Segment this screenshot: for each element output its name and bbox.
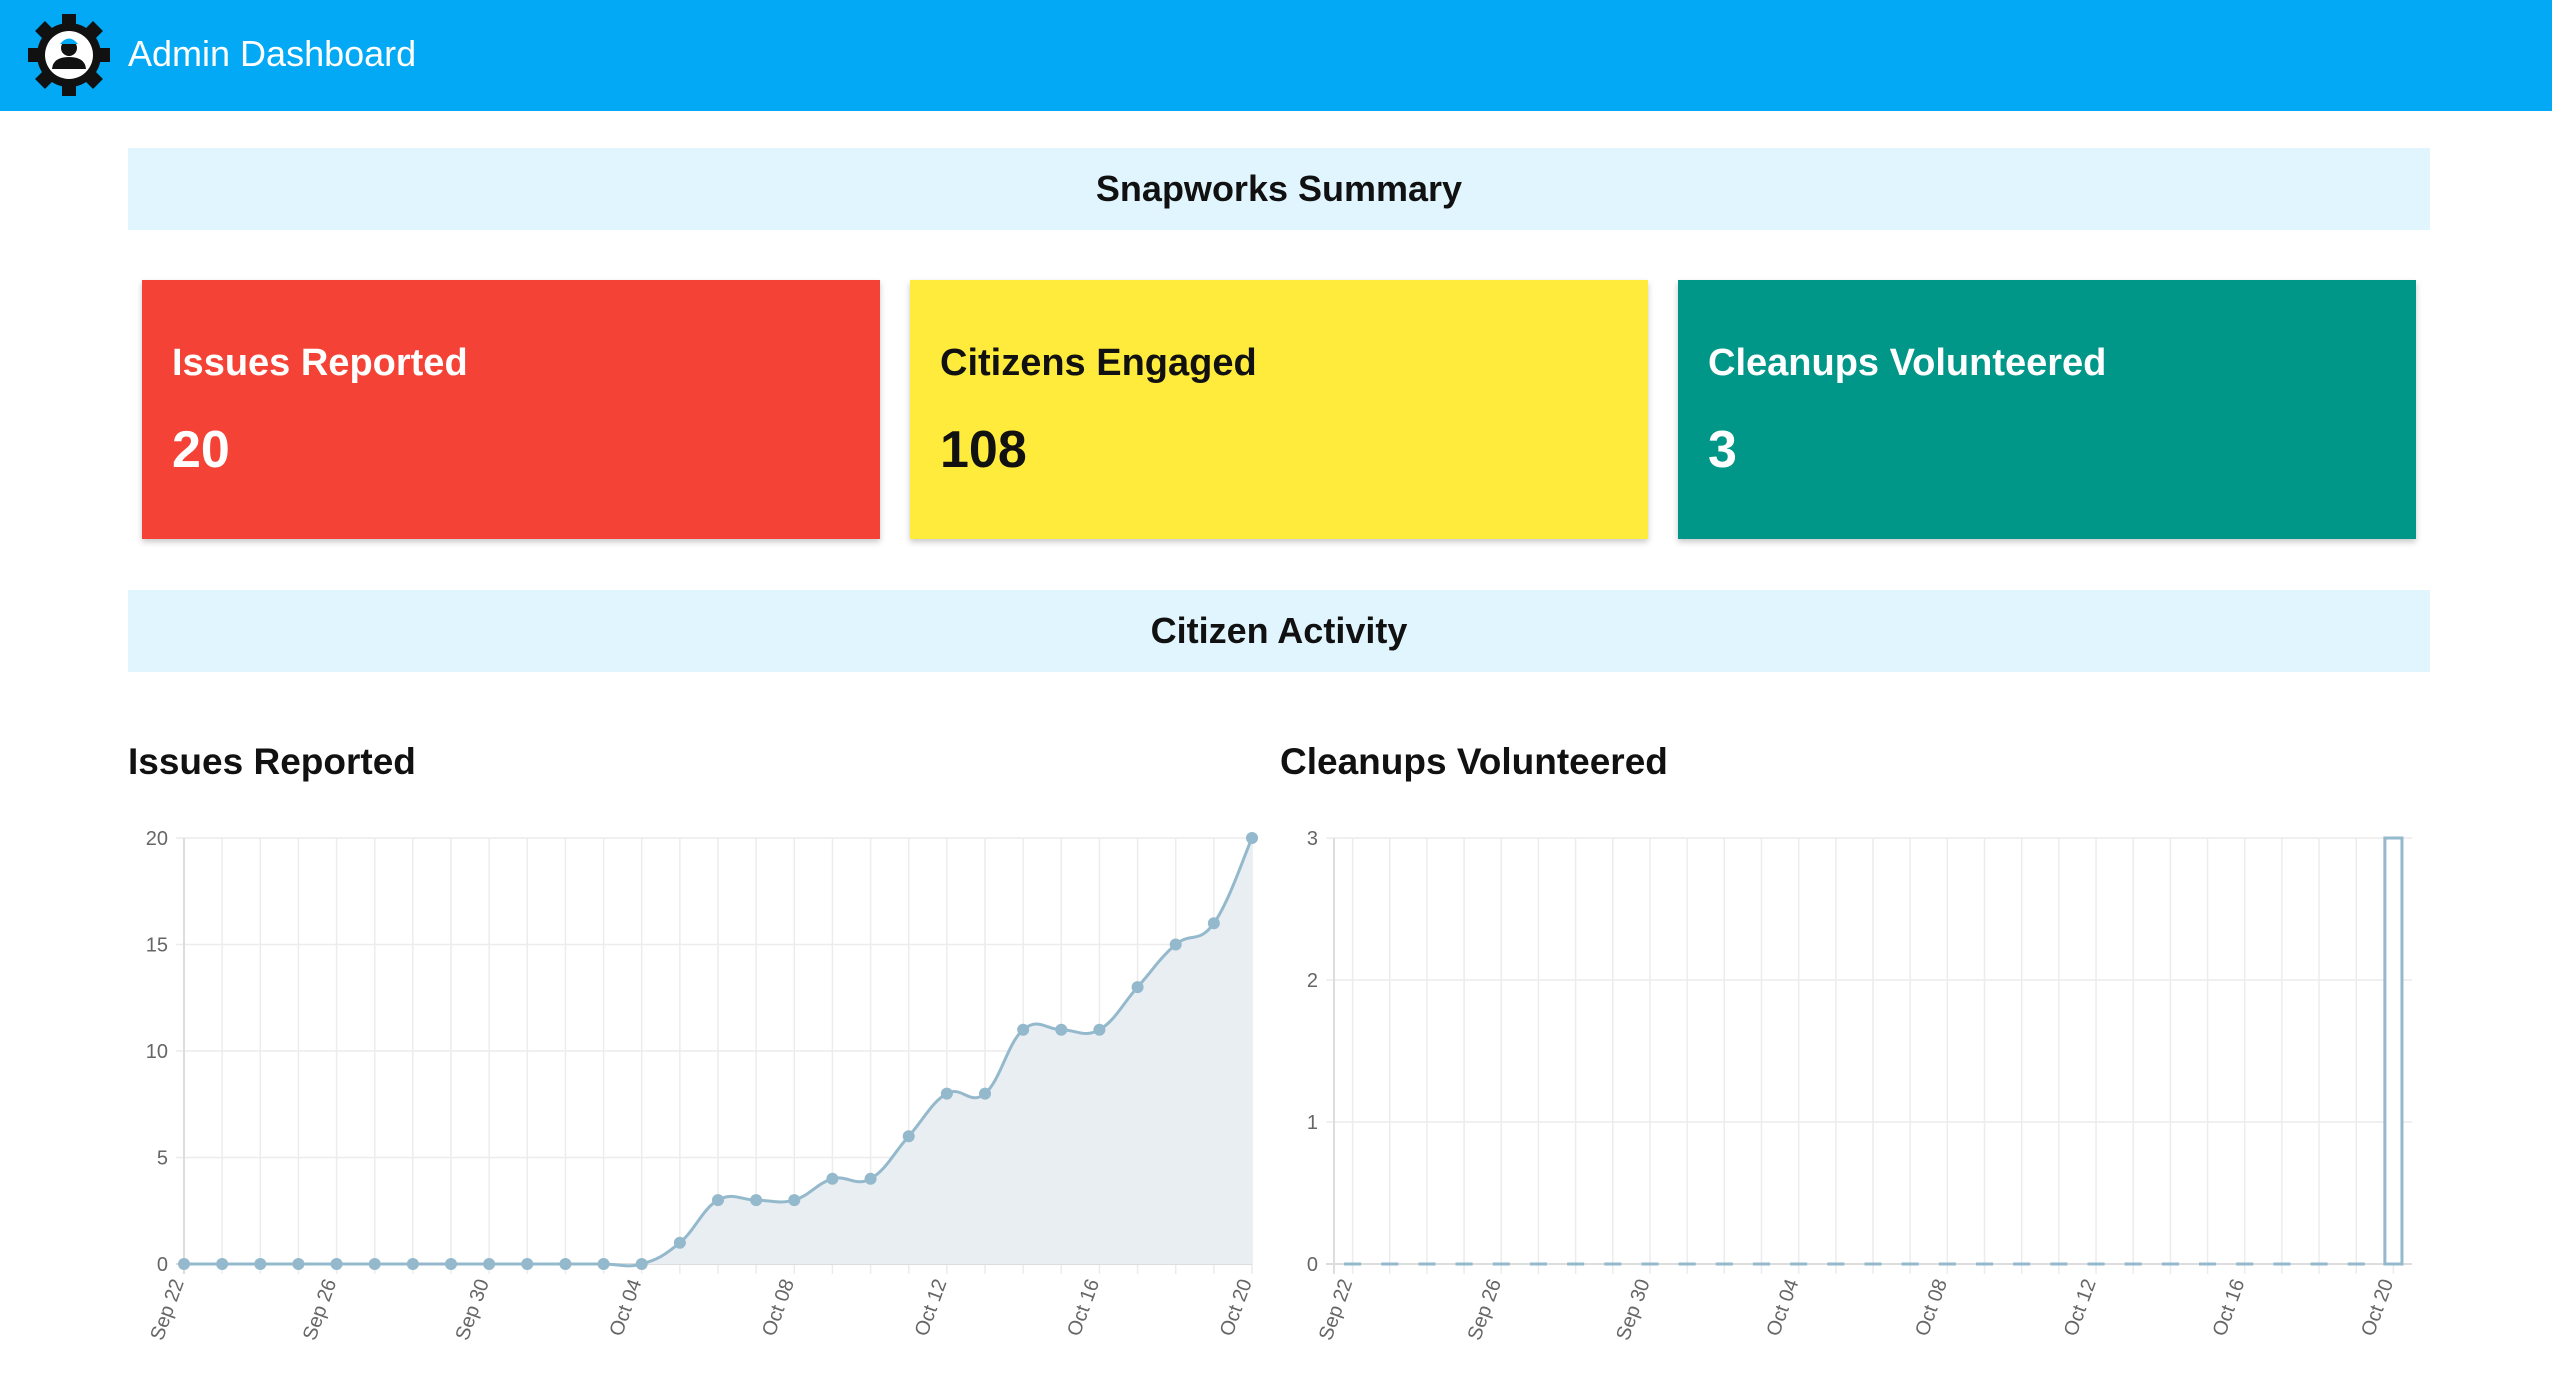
data-point[interactable] <box>979 1087 991 1100</box>
y-tick-label: 3 <box>1307 828 1318 850</box>
issues-chart-title: Issues Reported <box>128 741 416 782</box>
data-point[interactable] <box>940 1087 953 1100</box>
card-value: 20 <box>172 421 230 479</box>
y-tick-label: 2 <box>1307 970 1318 992</box>
data-point[interactable] <box>826 1172 839 1185</box>
data-point[interactable] <box>368 1258 381 1270</box>
x-tick-label: Oct 16 <box>2209 1276 2250 1339</box>
data-point[interactable] <box>483 1258 496 1270</box>
data-point[interactable] <box>788 1194 801 1207</box>
card-value: 3 <box>1708 421 1737 479</box>
x-tick-label: Oct 04 <box>606 1276 647 1339</box>
citizens-engaged-card[interactable]: Citizens Engaged 108 <box>910 280 1648 539</box>
y-tick-label: 1 <box>1307 1112 1318 1134</box>
card-title: Issues Reported <box>172 342 468 384</box>
data-point[interactable] <box>1017 1023 1030 1036</box>
x-tick-label: Oct 20 <box>2357 1276 2398 1339</box>
data-point[interactable] <box>292 1258 305 1270</box>
bar[interactable] <box>2383 836 2404 1266</box>
data-point[interactable] <box>406 1258 419 1270</box>
y-tick-label: 15 <box>146 935 168 957</box>
data-point[interactable] <box>1055 1023 1068 1036</box>
data-point[interactable] <box>445 1258 457 1270</box>
data-point[interactable] <box>864 1172 877 1185</box>
data-point[interactable] <box>1169 938 1182 951</box>
x-tick-label: Sep 30 <box>1612 1276 1654 1343</box>
x-tick-label: Sep 30 <box>451 1276 493 1343</box>
data-point[interactable] <box>1131 981 1144 994</box>
data-point[interactable] <box>673 1236 686 1249</box>
x-tick-label: Oct 08 <box>1911 1276 1952 1339</box>
data-point[interactable] <box>216 1258 229 1270</box>
data-point[interactable] <box>254 1258 267 1270</box>
data-point[interactable] <box>712 1194 724 1207</box>
y-tick-label: 0 <box>1307 1254 1318 1276</box>
cleanups-volunteered-chart[interactable]: 0 1 2 3 Sep 22 Sep 26 Sep 30 Oct 04 Oct 08 Oct 12… <box>1280 810 2430 1380</box>
summary-heading: Snapworks Summary <box>128 148 2430 230</box>
cleanups-chart-title: Cleanups Volunteered <box>1280 741 1668 782</box>
x-tick-label: Oct 16 <box>1063 1276 1104 1339</box>
data-point[interactable] <box>178 1258 190 1270</box>
x-tick-label: Sep 22 <box>1315 1276 1357 1343</box>
y-tick-label: 5 <box>157 1148 168 1170</box>
data-point[interactable] <box>559 1258 572 1270</box>
app-header: Admin Dashboard <box>0 0 2552 111</box>
x-tick-label: Sep 22 <box>146 1276 188 1343</box>
y-tick-label: 10 <box>146 1041 168 1063</box>
issues-reported-chart[interactable]: 0 5 10 15 20 Sep 22 Sep 26 Sep 30 Oct 04 Oct 08 Oc… <box>128 810 1278 1380</box>
x-tick-label: Sep 26 <box>1464 1276 1506 1343</box>
data-point[interactable] <box>1246 832 1258 844</box>
series-area <box>184 838 1252 1266</box>
x-tick-label: Sep 26 <box>299 1276 341 1343</box>
citizen-activity-heading: Citizen Activity <box>128 590 2430 672</box>
gear-person-logo-icon[interactable] <box>28 14 110 96</box>
data-point[interactable] <box>902 1130 915 1143</box>
y-tick-label: 0 <box>157 1254 168 1276</box>
issues-reported-card[interactable]: Issues Reported 20 <box>142 280 880 539</box>
card-value: 108 <box>940 421 1027 479</box>
data-point[interactable] <box>1093 1023 1106 1036</box>
data-point[interactable] <box>330 1258 343 1270</box>
data-point[interactable] <box>1207 917 1220 930</box>
cleanups-volunteered-card[interactable]: Cleanups Volunteered 3 <box>1678 280 2416 539</box>
x-tick-label: Oct 12 <box>2060 1276 2101 1339</box>
data-point[interactable] <box>750 1194 763 1207</box>
app-title: Admin Dashboard <box>128 33 417 74</box>
card-title: Cleanups Volunteered <box>1708 342 2107 384</box>
data-point[interactable] <box>635 1258 648 1270</box>
x-tick-label: Oct 12 <box>911 1276 952 1339</box>
x-tick-label: Oct 20 <box>1216 1276 1257 1339</box>
x-tick-label: Oct 08 <box>758 1276 799 1339</box>
y-tick-label: 20 <box>146 828 168 850</box>
x-tick-label: Oct 04 <box>1763 1276 1804 1339</box>
data-point[interactable] <box>597 1258 610 1270</box>
data-point[interactable] <box>521 1258 534 1270</box>
card-title: Citizens Engaged <box>940 342 1257 384</box>
